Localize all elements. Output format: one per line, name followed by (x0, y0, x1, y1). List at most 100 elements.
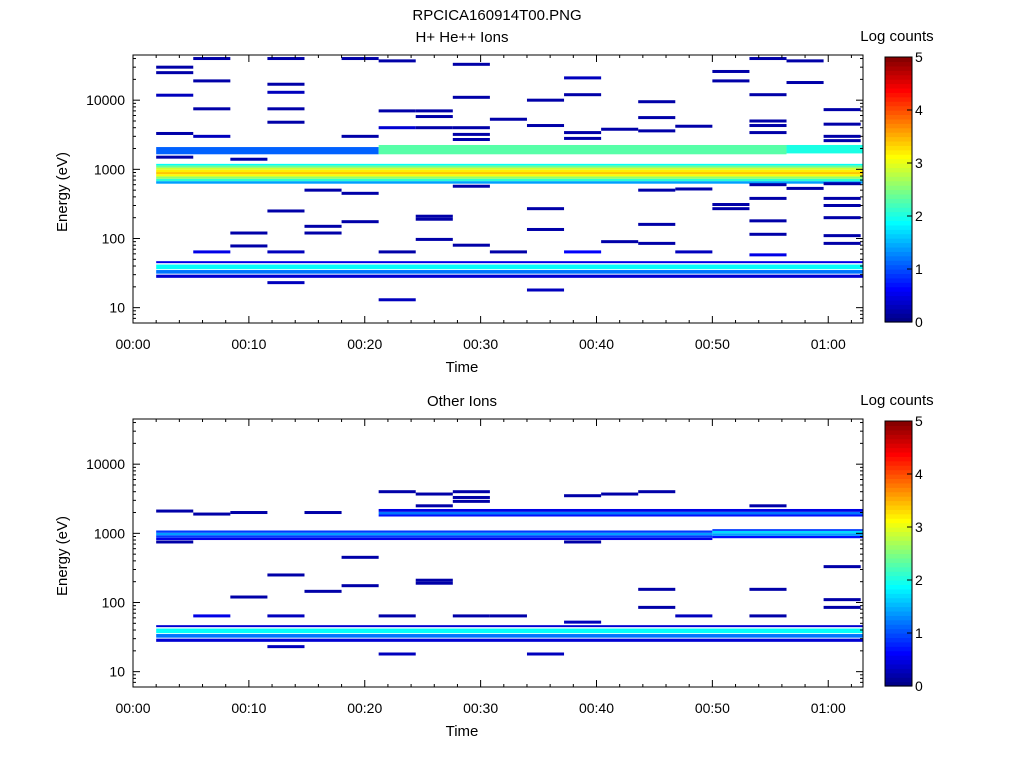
colorbar-segment (885, 522, 912, 528)
x-tick-label: 00:00 (115, 336, 150, 352)
colorbar-segment (885, 540, 912, 546)
colorbar-segment (885, 145, 912, 151)
flux-bin (823, 139, 861, 143)
flux-bin (823, 234, 861, 238)
y-axis-label: Energy (eV) (54, 152, 71, 232)
colorbar-segment (885, 535, 912, 541)
flux-bin (749, 131, 787, 135)
colorbar-segment (885, 580, 912, 586)
colorbar-segment (885, 624, 912, 630)
flux-bin (267, 107, 305, 111)
colorbar-segment (885, 123, 912, 129)
colorbar-segment (885, 491, 912, 497)
flux-bin (564, 494, 602, 498)
flux-bin (230, 157, 268, 161)
flux-bin (452, 126, 490, 130)
colorbar-segment (885, 158, 912, 164)
colorbar-segment (885, 83, 912, 89)
colorbar-segment (885, 202, 912, 208)
y-axis-label: Energy (eV) (54, 516, 71, 596)
colorbar-tick-label: 3 (915, 519, 923, 535)
colorbar-segment (885, 593, 912, 599)
x-tick-label: 00:10 (231, 336, 266, 352)
flux-bin (267, 645, 305, 649)
flux-bin (341, 134, 379, 138)
spectrogram-panel-2: 00:00 00:10 00:20 00:30 00:40 00:50 01:0010100… (54, 392, 934, 740)
colorbar-segment (885, 659, 912, 665)
flux-bin (415, 115, 453, 119)
flux-bin (823, 241, 861, 245)
flux-bin (193, 512, 231, 516)
colorbar-segment (885, 478, 912, 484)
colorbar-tick-label: 4 (915, 102, 923, 118)
colorbar-segment (885, 460, 912, 466)
colorbar-segment (885, 438, 912, 444)
plot-area (156, 57, 863, 302)
colorbar-segment (885, 575, 912, 581)
y-tick-label: 1000 (94, 525, 125, 541)
colorbar-tick-label: 4 (915, 466, 923, 482)
flux-bin (193, 614, 231, 618)
colorbar-segment (885, 189, 912, 195)
colorbar-segment (885, 136, 912, 142)
colorbar-tick-label: 0 (915, 678, 923, 694)
colorbar-segment (885, 220, 912, 226)
flux-bin (378, 126, 416, 130)
y-tick-label: 10000 (86, 92, 125, 108)
y-tick-label: 1000 (94, 161, 125, 177)
flux-bin (452, 243, 490, 247)
flux-bin (341, 57, 379, 61)
flux-bin (526, 227, 565, 231)
colorbar-segment (885, 260, 912, 266)
colorbar-segment (885, 317, 912, 323)
colorbar-segment (885, 509, 912, 515)
flux-bin (267, 120, 305, 124)
colorbar-segment (885, 465, 912, 471)
flux-bin (156, 65, 194, 69)
flux-bin (267, 250, 305, 254)
colorbar-segment (885, 646, 912, 652)
colorbar-segment (885, 628, 912, 634)
flux-band (156, 270, 863, 274)
flux-bin (749, 614, 787, 618)
colorbar-segment (885, 425, 912, 431)
colorbar-segment (885, 562, 912, 568)
flux-bin (749, 183, 787, 187)
colorbar-segment (885, 114, 912, 120)
flux-bin (712, 203, 750, 207)
colorbar-segment (885, 681, 912, 687)
flux-bin (823, 122, 861, 126)
flux-bin (415, 237, 453, 241)
colorbar-segment (885, 615, 912, 621)
flux-bin (267, 90, 305, 94)
colorbar-segment (885, 663, 912, 669)
x-tick-label: 00:10 (231, 700, 266, 716)
colorbar-segment (885, 531, 912, 537)
colorbar-segment (885, 295, 912, 301)
flux-bin (267, 573, 305, 577)
flux-bin (304, 188, 342, 192)
flux-bin (378, 250, 416, 254)
plot-area (156, 490, 863, 656)
flux-bin (638, 129, 676, 133)
flux-bin (452, 132, 490, 136)
flux-bin (749, 57, 787, 61)
flux-bin (564, 76, 602, 80)
colorbar-segment (885, 429, 912, 435)
colorbar: 0 1 2 3 4 5 Log counts (860, 392, 933, 694)
x-tick-label: 00:30 (463, 700, 498, 716)
flux-bin (452, 95, 490, 99)
colorbar-segment (885, 132, 912, 138)
flux-bin (526, 207, 565, 211)
flux-band-cell (156, 172, 863, 175)
flux-bin (267, 209, 305, 213)
flux-bin (638, 188, 676, 192)
flux-bin (156, 155, 194, 159)
flux-bin (193, 79, 231, 83)
colorbar-segment (885, 216, 912, 222)
flux-bin (193, 134, 231, 138)
flux-bin (304, 231, 342, 235)
x-tick-label: 00:40 (579, 700, 614, 716)
flux-bin (267, 281, 305, 285)
